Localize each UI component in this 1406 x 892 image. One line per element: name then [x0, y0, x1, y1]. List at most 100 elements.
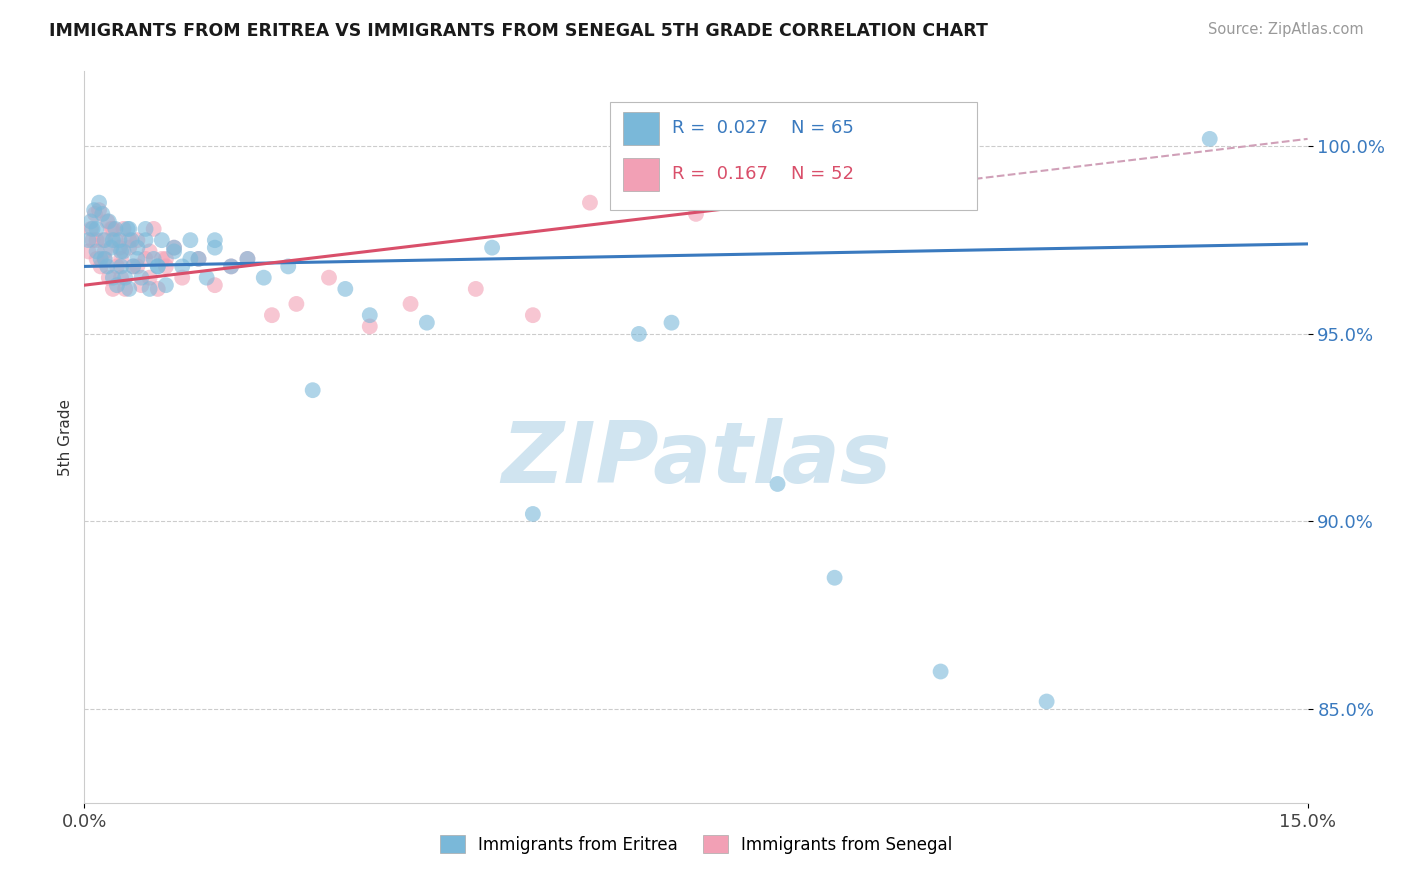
Point — [131, 270, 153, 285]
Point — [114, 270, 136, 285]
Point — [104, 233, 127, 247]
Point — [127, 241, 149, 255]
Point — [236, 252, 259, 266]
Point — [195, 270, 218, 285]
Point — [110, 270, 132, 285]
Point — [824, 571, 846, 585]
Point — [127, 252, 149, 266]
Text: IMMIGRANTS FROM ERITREA VS IMMIGRANTS FROM SENEGAL 5TH GRADE CORRELATION CHART: IMMIGRANTS FROM ERITREA VS IMMIGRANTS FR… — [49, 22, 988, 40]
Point — [318, 270, 340, 285]
Point — [1035, 694, 1057, 708]
Point — [80, 214, 103, 228]
Point — [121, 233, 143, 247]
Point — [155, 260, 177, 274]
Point — [172, 260, 194, 274]
Point — [118, 222, 141, 236]
Point — [179, 252, 201, 266]
Point — [122, 260, 145, 274]
Point — [84, 207, 107, 221]
Point — [87, 195, 110, 210]
Point — [163, 244, 186, 259]
Point — [93, 252, 115, 266]
Point — [522, 507, 544, 521]
Point — [80, 222, 103, 236]
Point — [277, 260, 299, 274]
Point — [110, 244, 132, 259]
Point — [481, 241, 503, 255]
Point — [399, 297, 422, 311]
Point — [108, 241, 131, 255]
Point — [104, 222, 127, 236]
Point — [929, 665, 952, 679]
Point — [77, 233, 100, 247]
Point — [163, 241, 186, 255]
Point — [661, 316, 683, 330]
Point — [114, 282, 136, 296]
Legend: Immigrants from Eritrea, Immigrants from Senegal: Immigrants from Eritrea, Immigrants from… — [433, 829, 959, 860]
Point — [155, 252, 177, 266]
Point — [579, 195, 602, 210]
Point — [105, 260, 128, 274]
Point — [83, 203, 105, 218]
Text: ZIPatlas: ZIPatlas — [501, 417, 891, 500]
Point — [86, 252, 108, 266]
Point — [766, 477, 789, 491]
Point — [97, 270, 120, 285]
Bar — [623, 158, 659, 191]
Point — [204, 278, 226, 293]
Point — [86, 233, 108, 247]
Point — [82, 233, 104, 247]
Point — [253, 270, 276, 285]
Point — [101, 270, 124, 285]
Point — [118, 282, 141, 296]
Point — [142, 222, 165, 236]
Point — [204, 241, 226, 255]
Point — [97, 214, 120, 228]
Point — [112, 244, 135, 259]
Point — [685, 207, 707, 221]
Point — [91, 233, 114, 247]
Point — [301, 383, 323, 397]
Point — [86, 222, 108, 236]
Point — [155, 278, 177, 293]
Point — [138, 244, 160, 259]
Point — [118, 233, 141, 247]
Point — [1198, 132, 1220, 146]
Point — [150, 233, 173, 247]
Point — [359, 308, 381, 322]
Point — [117, 222, 139, 236]
Point — [522, 308, 544, 322]
Point — [135, 252, 157, 266]
Point — [219, 260, 242, 274]
Point — [416, 316, 439, 330]
Point — [219, 260, 242, 274]
Point — [285, 297, 308, 311]
Point — [359, 319, 381, 334]
Point — [108, 233, 131, 247]
Point — [96, 214, 118, 228]
Point — [82, 222, 104, 236]
Point — [86, 244, 108, 259]
Point — [93, 252, 115, 266]
Point — [146, 282, 169, 296]
Point — [146, 260, 169, 274]
Bar — [623, 112, 659, 145]
Point — [96, 260, 118, 274]
Point — [179, 233, 201, 247]
Point — [91, 207, 114, 221]
Point — [87, 203, 110, 218]
Point — [204, 233, 226, 247]
Point — [110, 252, 132, 266]
Point — [127, 260, 149, 274]
Bar — [610, 102, 977, 211]
Point — [101, 282, 124, 296]
Point — [260, 308, 283, 322]
Point — [142, 252, 165, 266]
Point — [187, 252, 209, 266]
Point — [100, 222, 122, 236]
Point — [100, 241, 122, 255]
Point — [101, 222, 124, 236]
Point — [172, 270, 194, 285]
Point — [187, 252, 209, 266]
Point — [122, 260, 145, 274]
